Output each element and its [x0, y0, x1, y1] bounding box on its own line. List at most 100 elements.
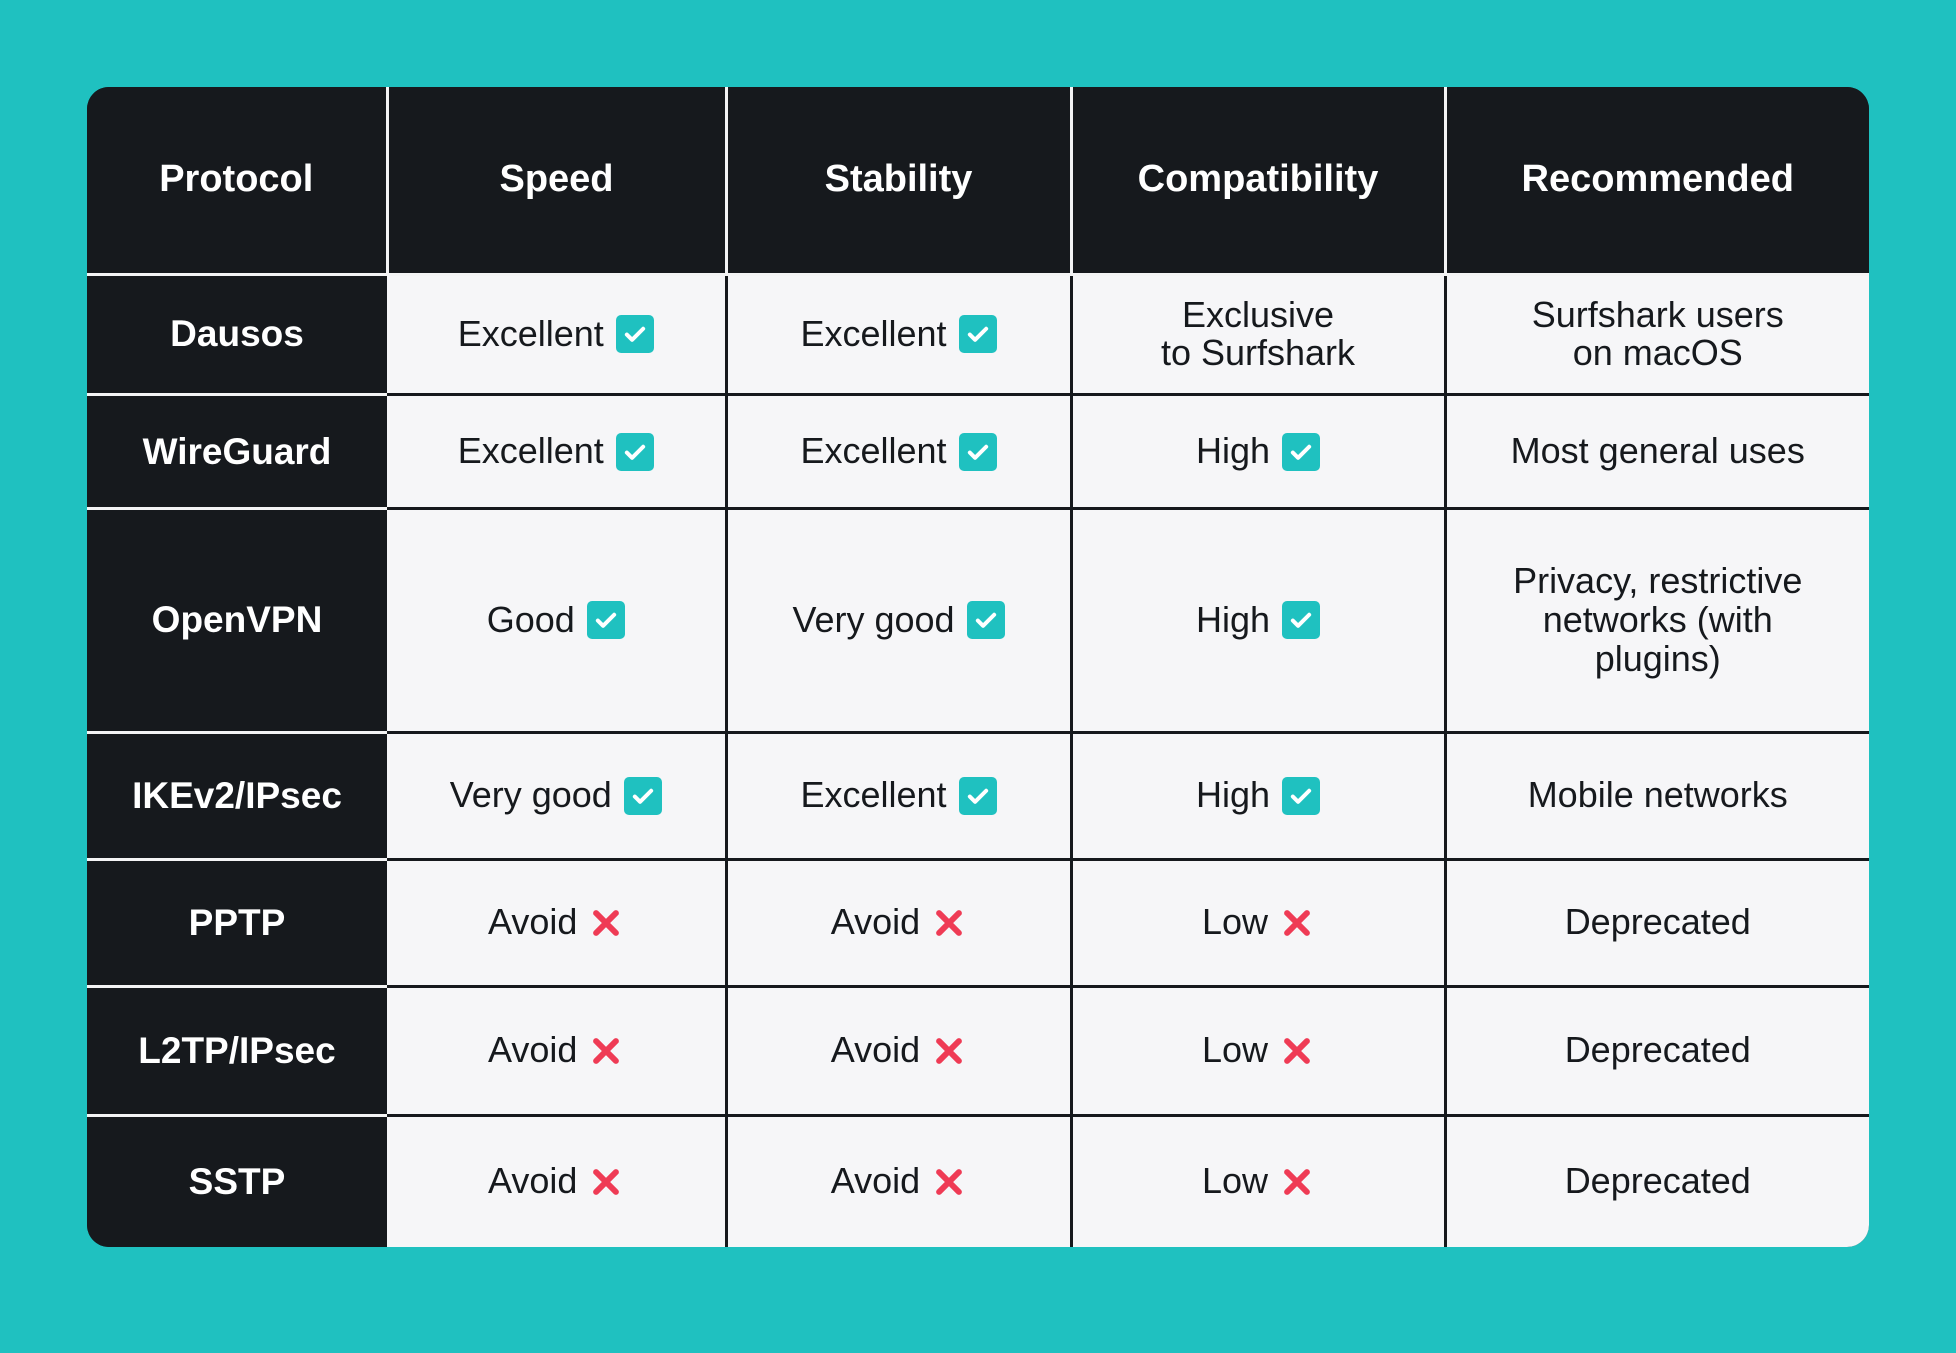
check-box-icon — [1282, 776, 1321, 815]
protocol-name: WireGuard — [87, 394, 387, 511]
table-row: SSTP Avoid Avoid Low Deprecated — [87, 1115, 1869, 1247]
cross-icon — [589, 1034, 623, 1068]
cross-icon — [1280, 1165, 1314, 1199]
stability-cell: Avoid — [724, 986, 1071, 1117]
stability-cell: Very good — [724, 508, 1071, 734]
recommended-value: Mobile networks — [1527, 774, 1788, 816]
recommended-value: Most general uses — [1510, 430, 1805, 472]
check-box-icon — [1282, 601, 1321, 640]
speed-cell: Avoid — [387, 1115, 726, 1247]
recommended-cell: Deprecated — [1443, 1115, 1869, 1247]
recommended-cell: Most general uses — [1443, 394, 1869, 511]
speed-cell: Excellent — [387, 274, 726, 397]
stability-rating: Avoid — [830, 1029, 966, 1071]
stability-value: Very good — [792, 599, 955, 641]
speed-cell: Avoid — [387, 986, 726, 1117]
table-row: IKEv2/IPsec Very good Excellent High Mobile … — [87, 732, 1869, 861]
table-row: OpenVPN Good Very good High Privacy, restric… — [87, 508, 1869, 734]
recommended-value: Surfshark users on macOS — [1531, 293, 1784, 374]
compatibility-cell: Low — [1069, 859, 1445, 988]
header-compatibility: Compatibility — [1071, 87, 1447, 276]
check-box-icon — [958, 776, 997, 815]
compatibility-rating: Exclusive to Surfshark — [1160, 293, 1356, 374]
speed-rating: Excellent — [458, 314, 654, 354]
check-box-icon — [615, 315, 654, 354]
stability-value: Excellent — [800, 774, 947, 816]
speed-rating: Avoid — [488, 1160, 623, 1202]
stability-rating: Excellent — [800, 312, 997, 354]
compatibility-value: Low — [1201, 901, 1269, 943]
speed-value: Excellent — [457, 430, 604, 472]
compatibility-cell: High — [1069, 508, 1445, 734]
protocol-name: PPTP — [87, 859, 387, 988]
header-stability: Stability — [726, 87, 1073, 276]
speed-rating: Avoid — [488, 901, 623, 943]
cross-icon — [1280, 906, 1314, 940]
speed-rating: Excellent — [457, 430, 654, 472]
check-box-icon — [586, 601, 625, 640]
speed-cell: Good — [387, 508, 726, 734]
protocol-name: Dausos — [87, 274, 387, 397]
stability-value: Avoid — [830, 1160, 921, 1202]
stability-value: Avoid — [830, 901, 921, 943]
protocol-name: L2TP/IPsec — [87, 986, 387, 1117]
stability-cell: Excellent — [724, 732, 1071, 861]
speed-cell: Avoid — [387, 859, 726, 988]
compatibility-rating: High — [1196, 431, 1321, 471]
compatibility-value: Exclusive to Surfshark — [1160, 293, 1356, 374]
compatibility-rating: Low — [1201, 1160, 1314, 1202]
header-protocol: Protocol — [87, 87, 389, 276]
compatibility-cell: High — [1069, 732, 1445, 861]
cross-icon — [1280, 1034, 1314, 1068]
protocol-name: OpenVPN — [87, 508, 387, 734]
header-recommended: Recommended — [1445, 87, 1869, 276]
compatibility-value: High — [1195, 774, 1271, 816]
speed-value: Very good — [449, 774, 612, 816]
recommended-value: Privacy, restrictive networks (with plug… — [1513, 560, 1803, 679]
protocol-comparison-table: Protocol Speed Stability Compatibility R… — [87, 87, 1869, 1247]
stability-rating: Excellent — [800, 430, 997, 472]
stability-value: Avoid — [830, 1029, 921, 1071]
table-row: WireGuard Excellent Excellent High Most gene… — [87, 394, 1869, 511]
stability-rating: Very good — [792, 599, 1005, 641]
protocol-comparison-card: Protocol Speed Stability Compatibility R… — [87, 87, 1869, 1247]
check-box-icon — [966, 601, 1005, 640]
stability-rating: Excellent — [800, 774, 997, 816]
recommended-cell: Deprecated — [1443, 986, 1869, 1117]
speed-rating: Good — [487, 600, 625, 640]
speed-value: Avoid — [488, 901, 578, 943]
stability-cell: Excellent — [724, 394, 1071, 511]
recommended-value: Deprecated — [1564, 1160, 1751, 1202]
check-box-icon — [1282, 432, 1321, 471]
check-box-icon — [958, 315, 997, 354]
stability-cell: Avoid — [724, 859, 1071, 988]
cross-icon — [932, 1034, 966, 1068]
recommended-value: Deprecated — [1564, 901, 1751, 943]
speed-cell: Excellent — [387, 394, 726, 511]
recommended-cell: Privacy, restrictive networks (with plug… — [1443, 508, 1869, 734]
protocol-name: SSTP — [87, 1115, 387, 1247]
check-box-icon — [958, 432, 997, 471]
stability-rating: Avoid — [830, 1160, 966, 1202]
compatibility-cell: Exclusive to Surfshark — [1069, 274, 1445, 397]
compatibility-value: Low — [1201, 1160, 1269, 1202]
table-body: Dausos Excellent Excellent Exclusive to Sur… — [87, 274, 1869, 1247]
compatibility-value: Low — [1201, 1029, 1269, 1071]
table-row: PPTP Avoid Avoid Low Deprecated — [87, 859, 1869, 988]
recommended-cell: Deprecated — [1443, 859, 1869, 988]
table-row: Dausos Excellent Excellent Exclusive to Sur… — [87, 274, 1869, 397]
header-speed: Speed — [387, 87, 728, 276]
speed-value: Avoid — [488, 1029, 578, 1071]
compatibility-cell: Low — [1069, 986, 1445, 1117]
cross-icon — [932, 906, 966, 940]
stability-value: Excellent — [800, 430, 947, 472]
speed-value: Avoid — [488, 1160, 578, 1202]
stability-value: Excellent — [800, 312, 947, 354]
recommended-cell: Mobile networks — [1443, 732, 1869, 861]
protocol-name: IKEv2/IPsec — [87, 732, 387, 861]
header-row: Protocol Speed Stability Compatibility R… — [87, 87, 1869, 276]
stability-cell: Excellent — [724, 274, 1071, 397]
cross-icon — [589, 906, 623, 940]
compatibility-rating: High — [1196, 600, 1321, 640]
table-row: L2TP/IPsec Avoid Avoid Low Deprecated — [87, 986, 1869, 1117]
